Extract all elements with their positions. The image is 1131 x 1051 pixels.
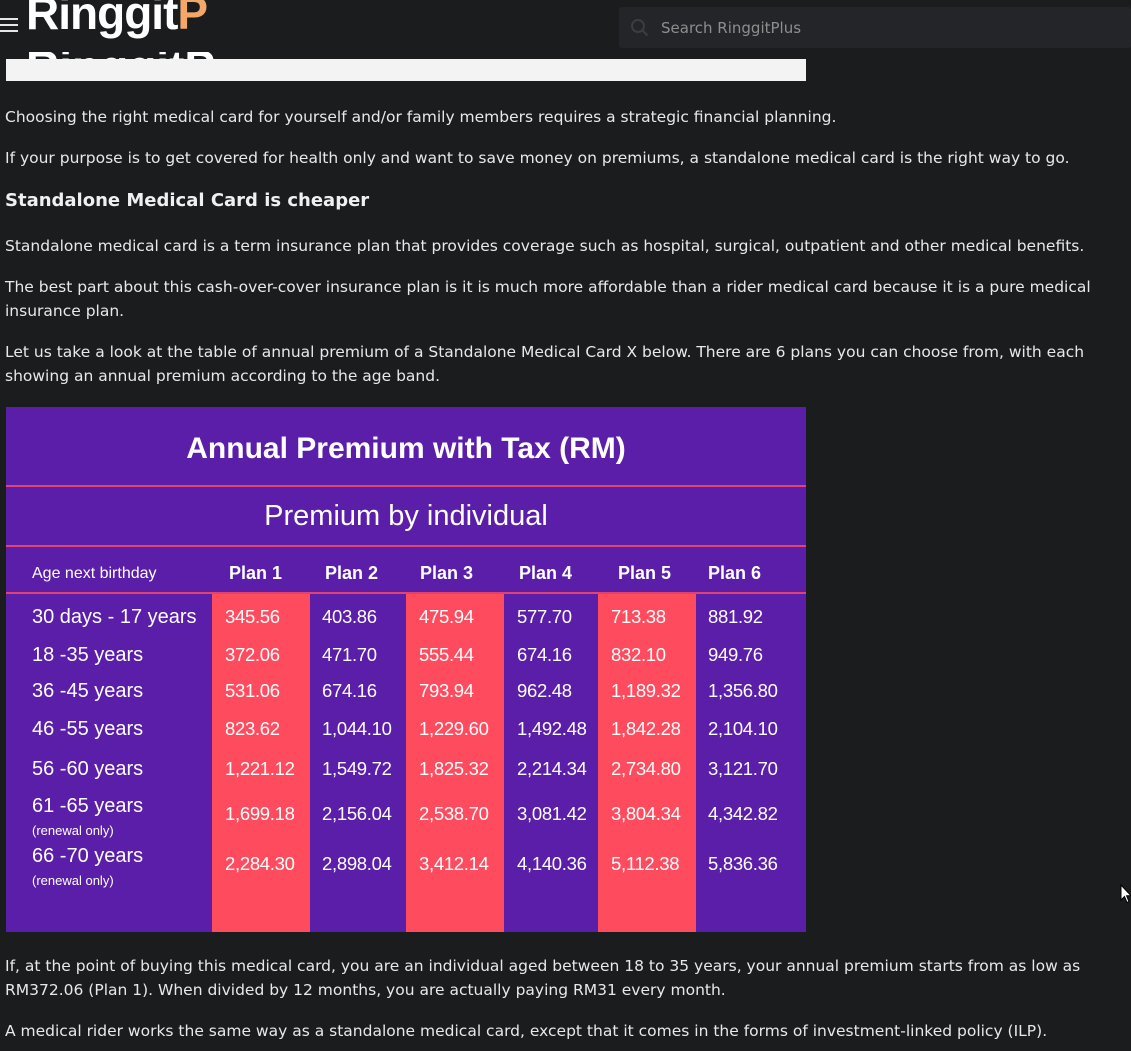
premium-cell: 471.70 [322, 644, 377, 665]
paragraph: A medical rider works the same way as a … [5, 1022, 1048, 1040]
paragraph: If, at the point of buying this medical … [5, 957, 1081, 999]
row-age-label: 30 days - 17 years [32, 606, 197, 628]
plan-header: Plan 4 [519, 563, 573, 583]
premium-table: Annual Premium with Tax (RM) Premium by … [6, 407, 806, 932]
premium-cell: 403.86 [322, 606, 377, 627]
highlight-column [212, 594, 310, 932]
premium-cell: 2,284.30 [225, 853, 295, 874]
premium-cell: 3,804.34 [611, 803, 681, 824]
premium-cell: 2,898.04 [322, 853, 392, 874]
premium-cell: 674.16 [322, 680, 377, 701]
premium-cell: 475.94 [419, 606, 474, 627]
divider [6, 485, 806, 487]
premium-cell: 949.76 [708, 644, 763, 665]
premium-cell: 1,492.48 [517, 718, 587, 739]
premium-cell: 2,734.80 [611, 758, 681, 779]
highlight-column [406, 594, 504, 932]
article-hero-image [6, 59, 806, 81]
premium-cell: 1,356.80 [708, 680, 778, 701]
row-age-label: 61 -65 years [32, 795, 144, 817]
premium-cell: 832.10 [611, 644, 666, 665]
premium-cell: 1,189.32 [611, 680, 681, 701]
premium-cell: 1,229.60 [419, 718, 489, 739]
row-age-note: (renewal only) [32, 873, 114, 888]
premium-cell: 2,214.34 [517, 758, 587, 779]
paragraph: The best part about this cash-over-cover… [5, 278, 1091, 320]
row-age-label: 66 -70 years [32, 845, 144, 867]
premium-cell: 2,104.10 [708, 718, 778, 739]
site-header: RinggitP [0, 0, 1131, 52]
table-subtitle: Premium by individual [264, 500, 548, 532]
premium-cell: 1,842.28 [611, 718, 681, 739]
divider [6, 592, 806, 594]
premium-cell: 962.48 [517, 680, 572, 701]
logo-accent: P [177, 0, 208, 39]
row-age-label: 36 -45 years [32, 680, 144, 702]
search-bar[interactable] [619, 7, 1131, 48]
premium-cell: 372.06 [225, 644, 280, 665]
highlight-column [598, 594, 696, 932]
premium-cell: 2,156.04 [322, 803, 392, 824]
premium-cell: 1,044.10 [322, 718, 392, 739]
premium-cell: 3,412.14 [419, 853, 489, 874]
premium-cell: 2,538.70 [419, 803, 489, 824]
paragraph: Let us take a look at the table of annua… [5, 343, 1085, 385]
premium-cell: 3,081.42 [517, 803, 587, 824]
premium-cell: 577.70 [517, 606, 572, 627]
mouse-cursor-icon [1120, 884, 1131, 904]
divider [6, 545, 806, 547]
premium-cell: 555.44 [419, 644, 474, 665]
premium-cell: 531.06 [225, 680, 280, 701]
row-age-label: 56 -60 years [32, 758, 144, 780]
row-age-label: 18 -35 years [32, 644, 144, 666]
premium-cell: 1,825.32 [419, 758, 489, 779]
table-title: Annual Premium with Tax (RM) [186, 432, 626, 465]
site-logo[interactable]: RinggitP [26, 0, 207, 46]
premium-cell: 713.38 [611, 606, 666, 627]
premium-cell: 345.56 [225, 606, 280, 627]
section-heading: Standalone Medical Card is cheaper [5, 190, 370, 211]
plan-header: Plan 1 [229, 563, 283, 583]
premium-cell: 793.94 [419, 680, 474, 701]
logo-ghost: RinggitP [26, 52, 215, 60]
premium-cell: 4,342.82 [708, 803, 778, 824]
logo-text: Ringgit [26, 0, 178, 39]
paragraph: Choosing the right medical card for your… [5, 108, 837, 126]
premium-cell: 881.92 [708, 606, 763, 627]
paragraph: If your purpose is to get covered for he… [5, 149, 1070, 167]
search-input[interactable] [661, 7, 1121, 48]
paragraph: Standalone medical card is a term insura… [5, 237, 1085, 255]
premium-cell: 1,221.12 [225, 758, 295, 779]
premium-cell: 823.62 [225, 718, 280, 739]
plan-header: Plan 5 [618, 563, 672, 583]
premium-cell: 5,836.36 [708, 853, 778, 874]
hamburger-menu-icon[interactable] [0, 15, 22, 37]
row-age-label: 46 -55 years [32, 718, 144, 740]
premium-cell: 3,121.70 [708, 758, 778, 779]
plan-header: Plan 2 [325, 563, 379, 583]
premium-cell: 5,112.38 [611, 853, 680, 874]
search-icon [631, 19, 649, 37]
premium-cell: 1,549.72 [322, 758, 392, 779]
plan-header: Plan 3 [420, 563, 474, 583]
age-header: Age next birthday [32, 565, 157, 582]
row-age-note: (renewal only) [32, 823, 114, 838]
plan-header: Plan 6 [708, 563, 762, 583]
premium-cell: 4,140.36 [517, 853, 587, 874]
premium-cell: 1,699.18 [225, 803, 295, 824]
premium-cell: 674.16 [517, 644, 572, 665]
